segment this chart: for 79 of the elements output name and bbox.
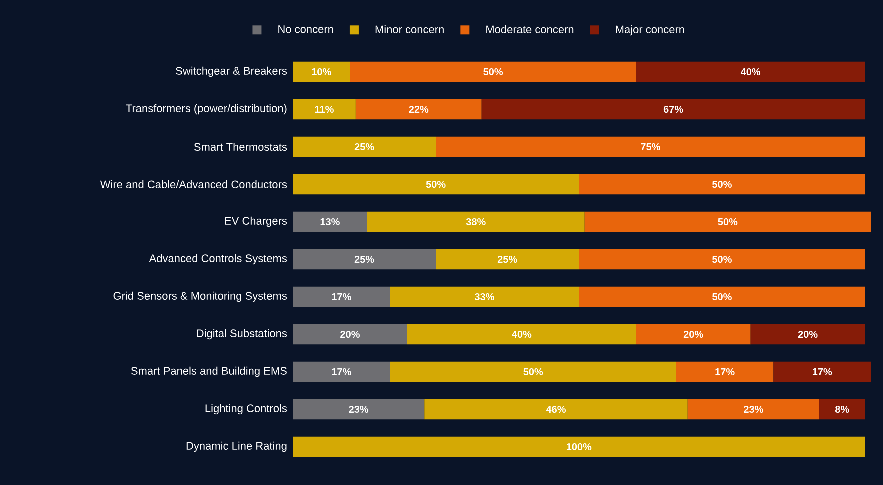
- data-label: 11%: [315, 106, 334, 114]
- bar: [407, 324, 636, 345]
- bar: [367, 212, 585, 232]
- data-label: 20%: [340, 330, 360, 338]
- bar: [356, 99, 482, 120]
- y-tick-label: Switchgear & Breakers: [176, 66, 288, 78]
- y-tick-label: Smart Thermostats: [194, 142, 288, 152]
- bar: [436, 136, 866, 158]
- bar: [293, 436, 866, 458]
- data-label: 17%: [332, 368, 352, 376]
- bar: [293, 286, 390, 308]
- data-label: 50%: [712, 180, 732, 188]
- bar: [293, 324, 408, 345]
- bar: [482, 99, 866, 120]
- bar: [636, 62, 866, 82]
- bar: [390, 286, 580, 308]
- data-label: 50%: [484, 68, 504, 76]
- data-label: 67%: [664, 106, 684, 114]
- data-label: 25%: [354, 256, 374, 264]
- data-label: 20%: [684, 330, 704, 338]
- data-label: 100%: [566, 443, 592, 451]
- data-label: 23%: [744, 406, 764, 414]
- data-label: 10%: [312, 68, 332, 76]
- bar: [774, 362, 872, 382]
- data-label: 8%: [835, 406, 850, 414]
- y-tick-label: Grid Sensors & Monitoring Systems: [114, 292, 288, 302]
- data-label: 17%: [332, 293, 352, 301]
- bar: [293, 249, 436, 270]
- y-tick-label: Wire and Cable/Advanced Conductors: [100, 180, 288, 189]
- data-label: 13%: [320, 218, 340, 226]
- bar: [579, 249, 866, 270]
- data-label: 38%: [466, 218, 486, 226]
- data-label: 50%: [718, 218, 738, 226]
- y-tick-label: EV Chargers: [225, 216, 288, 228]
- data-label: 40%: [740, 68, 761, 76]
- data-label: 50%: [524, 368, 544, 376]
- bar: [293, 174, 580, 195]
- data-label: 50%: [426, 180, 446, 188]
- bar: [424, 399, 688, 420]
- bar: [579, 286, 866, 308]
- bar: [688, 399, 820, 420]
- y-tick-label: Transformers (power/distribution): [126, 104, 287, 115]
- data-label: 33%: [474, 293, 494, 301]
- bar: [390, 362, 676, 382]
- data-label: 50%: [712, 293, 732, 301]
- y-tick-label: Dynamic Line Rating: [186, 442, 287, 452]
- y-tick-label: Smart Panels and Building EMS: [131, 366, 287, 378]
- data-label: 17%: [812, 368, 832, 376]
- bar: [350, 62, 636, 82]
- bar: [293, 99, 356, 120]
- legend-label: Minor concern: [376, 25, 444, 34]
- bar: [750, 324, 866, 345]
- y-tick-label: Advanced Controls Systems: [149, 254, 288, 265]
- bar: [636, 324, 751, 345]
- data-label: 23%: [349, 406, 369, 414]
- legend-label: No concern: [278, 26, 334, 34]
- data-label: 25%: [354, 143, 374, 151]
- bar: [676, 362, 774, 382]
- bar: [293, 62, 350, 82]
- data-label: 46%: [546, 406, 566, 414]
- data-label: 40%: [512, 330, 532, 338]
- bar: [293, 362, 390, 382]
- bar: [584, 212, 872, 232]
- y-tick-label: Digital Substations: [197, 329, 288, 340]
- data-label: 20%: [798, 330, 818, 338]
- data-label: 22%: [409, 106, 429, 114]
- bar: [293, 212, 368, 232]
- data-label: 17%: [716, 368, 735, 376]
- bar: [579, 174, 866, 195]
- legend-label: Major concern: [616, 25, 684, 36]
- data-label: 25%: [498, 256, 518, 264]
- y-tick-label: Lighting Controls: [206, 404, 288, 415]
- bar: [293, 136, 436, 158]
- legend-label: Moderate concern: [486, 25, 574, 34]
- bar: [436, 249, 580, 270]
- bar: [820, 399, 866, 420]
- data-label: 75%: [641, 143, 660, 151]
- bar: [293, 399, 425, 420]
- data-label: 50%: [712, 256, 732, 264]
